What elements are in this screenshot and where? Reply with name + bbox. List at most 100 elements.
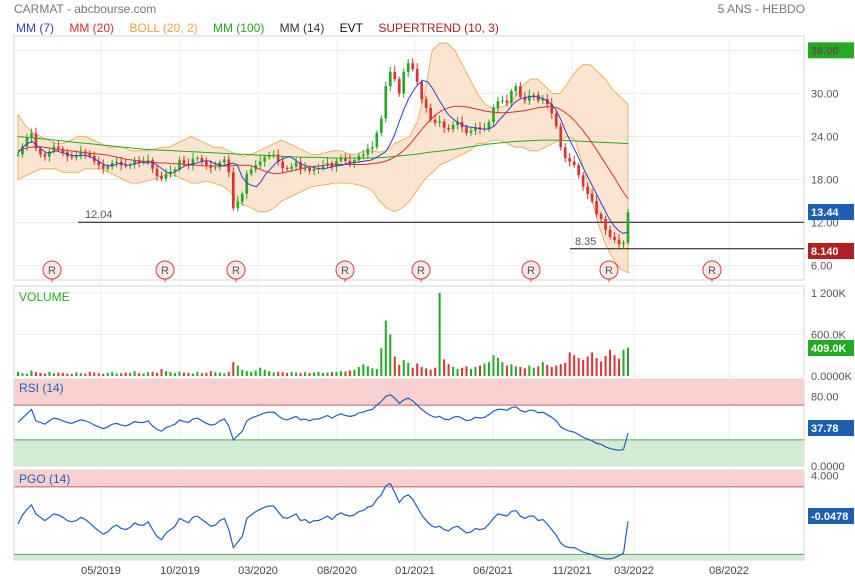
event-marker: R — [155, 260, 175, 282]
chart-title: CARMAT - abcbourse.com — [14, 2, 157, 16]
candle-body — [420, 81, 424, 100]
legend-mm7[interactable]: MM (7) — [16, 21, 54, 35]
volume-bar — [322, 372, 324, 376]
candle-body — [451, 124, 455, 130]
supertrend-badge — [808, 243, 854, 259]
volume-bar — [160, 369, 163, 376]
candle-body — [258, 161, 262, 166]
volume-bar — [129, 372, 132, 376]
volume-bar — [505, 365, 508, 376]
candle-body — [146, 160, 150, 162]
candle-body — [299, 162, 302, 170]
candle-body — [595, 201, 598, 214]
volume-bar — [434, 367, 437, 376]
pgo-oversold-zone — [14, 554, 804, 560]
volume-bar — [200, 373, 203, 376]
volume-bar — [106, 372, 109, 376]
legend-boll[interactable]: BOLL (20, 2) — [129, 21, 198, 35]
volume-bar — [165, 371, 168, 376]
rsi-line — [17, 394, 629, 451]
volume-bar — [178, 371, 181, 376]
candle-body — [554, 113, 558, 127]
candle-body — [178, 160, 181, 170]
volume-bar — [438, 292, 441, 376]
volume-bar — [304, 372, 307, 376]
volume-bar — [429, 369, 432, 376]
volume-bar — [61, 372, 64, 376]
legend-mm20[interactable]: MM (20) — [69, 21, 115, 35]
x-tick-label: 08/2022 — [709, 565, 749, 577]
volume-bar — [541, 362, 544, 376]
volume-badge — [808, 340, 854, 356]
candle-body — [424, 99, 428, 108]
volume-bar — [501, 362, 504, 376]
candle-body — [527, 95, 531, 101]
candle-body — [492, 107, 495, 123]
volume-bar — [555, 365, 558, 376]
event-circle — [702, 260, 722, 280]
candle-body — [321, 165, 325, 169]
candle-body — [366, 148, 370, 155]
event-marker: R — [226, 260, 246, 282]
volume-bar — [142, 373, 145, 376]
volume-bar — [156, 372, 159, 376]
candle-body — [249, 169, 253, 174]
event-label: R — [605, 265, 613, 277]
event-marker: R — [42, 260, 62, 282]
volume-bar — [241, 369, 244, 376]
candle-body — [397, 79, 401, 94]
volume-bar — [34, 372, 37, 376]
candle-body — [70, 156, 74, 158]
volume-bar — [443, 359, 446, 376]
volume-bar — [425, 368, 428, 376]
volume-bar — [487, 362, 490, 376]
event-label: R — [708, 265, 716, 277]
price-tick-label: 36.00 — [811, 45, 839, 57]
volume-bar — [151, 371, 154, 376]
event-marker: R — [335, 260, 355, 282]
legend-evt[interactable]: EVT — [339, 21, 364, 35]
volume-bar — [496, 358, 499, 376]
event-label: R — [161, 265, 169, 277]
candle-body — [501, 100, 504, 102]
volume-bar — [330, 372, 333, 376]
candle-body — [88, 153, 92, 156]
candle-body — [590, 193, 594, 202]
event-marker: R — [599, 260, 619, 282]
candle-body — [438, 121, 441, 123]
volume-bar — [402, 360, 405, 376]
volume-bar — [613, 355, 616, 376]
legend-mm100[interactable]: MM (100) — [212, 21, 265, 35]
volume-bar — [138, 373, 141, 376]
candle-body — [222, 159, 226, 163]
candle-body — [388, 71, 392, 87]
candle-body — [124, 165, 127, 167]
candle-body — [572, 161, 576, 166]
volume-bar — [335, 371, 338, 376]
candle-body — [577, 165, 580, 176]
legend-mm14[interactable]: MM (14) — [279, 21, 325, 35]
candle-body — [182, 160, 186, 164]
volume-bar — [326, 372, 329, 376]
volume-title: VOLUME — [19, 290, 70, 304]
candle-body — [16, 154, 20, 156]
volume-bar — [66, 373, 69, 376]
event-circle — [335, 260, 355, 280]
volume-bar — [389, 334, 392, 376]
rsi-tick-label: 80.00 — [811, 391, 839, 403]
pgo-tick-label: 4.000 — [811, 471, 839, 483]
volume-bar — [366, 366, 369, 376]
volume-bar — [205, 372, 208, 376]
rsi-badge — [808, 420, 854, 436]
candle-body — [43, 154, 47, 157]
candle-body — [285, 168, 289, 170]
candle-body — [456, 122, 459, 125]
pgo-overbought-zone — [14, 470, 804, 487]
candle-body — [48, 151, 51, 157]
volume-bar — [591, 352, 594, 376]
mm20-line — [17, 105, 629, 200]
legend-supertrend[interactable]: SUPERTREND (10, 3) — [378, 21, 499, 35]
volume-tick-label: 1 200K — [811, 288, 847, 300]
pgo-badge — [808, 508, 854, 524]
